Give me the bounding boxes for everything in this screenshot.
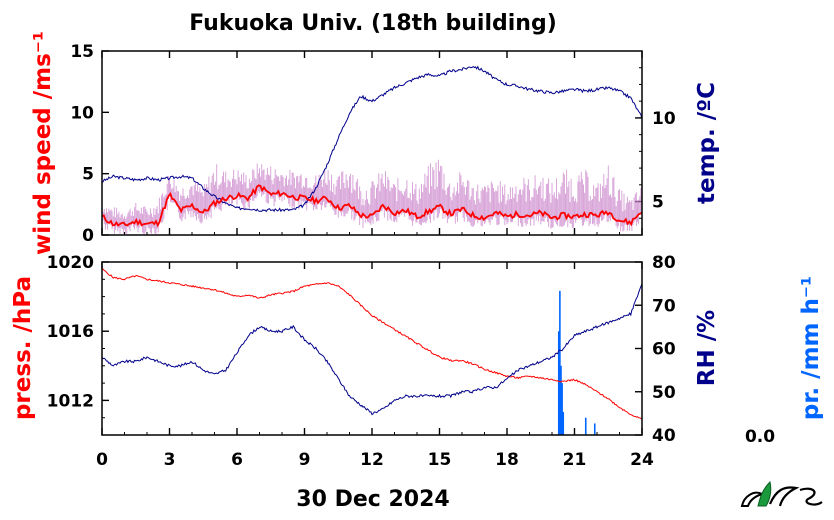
figure-title: Fukuoka Univ. (18th building) [189, 11, 557, 36]
wind-speed-series-line [101, 184, 643, 228]
relative-humidity-axis-label: RH /% [694, 310, 720, 386]
wind-speed-axis-label: wind speed /ms⁻¹ [30, 31, 56, 255]
date-label: 30 Dec 2024 [296, 487, 449, 512]
x-tick-label: 24 [630, 450, 654, 470]
rh-series-line [101, 283, 643, 416]
rh-y-tick-label: 70 [652, 296, 676, 316]
wind-y-tick-label: 5 [82, 165, 94, 185]
rh-y-tick-label: 80 [652, 253, 676, 273]
wind-gust-series [101, 159, 642, 234]
x-tick-label: 12 [360, 450, 384, 470]
x-tick-label: 9 [299, 450, 311, 470]
pressure-axis-label: press. /hPa [10, 276, 36, 420]
wind-temp-plot-frame [101, 50, 643, 236]
pressure-y-tick-label: 1020 [47, 253, 94, 273]
institution-logo [740, 481, 823, 507]
pressure-y-tick-label: 1012 [47, 391, 94, 411]
x-tick-label: 15 [428, 450, 452, 470]
x-tick-label: 21 [563, 450, 587, 470]
pressure-rh-plot-frame [101, 261, 643, 436]
rh-y-tick-label: 60 [652, 340, 676, 360]
x-tick-label: 18 [495, 450, 519, 470]
rh-y-tick-label: 50 [652, 383, 676, 403]
wind-y-tick-label: 0 [82, 226, 94, 246]
x-tick-label: 0 [96, 450, 108, 470]
wind-temp-panel: 0 5 10 15 5 10 wind speed /ms⁻¹ temp. /ºC [30, 31, 720, 255]
x-tick-label: 6 [231, 450, 243, 470]
temperature-axis-label: temp. /ºC [694, 82, 720, 204]
pressure-rh-panel: 0 3 6 9 12 15 18 21 24 1012 1016 1020 40 50 60 70 80 pre… [10, 253, 824, 470]
pressure-series-line [102, 268, 643, 420]
precipitation-axis-label: pr. /mm h⁻¹ [798, 276, 824, 420]
temperature-series-line [101, 65, 643, 213]
rh-y-tick-label: 40 [652, 426, 676, 446]
pressure-y-tick-label: 1016 [47, 322, 94, 342]
temp-y-tick-label: 5 [652, 193, 664, 213]
temp-y-tick-label: 10 [652, 109, 676, 129]
precipitation-total-value: 0.0 [745, 427, 775, 447]
wind-y-tick-label: 10 [70, 103, 94, 123]
wind-y-tick-label: 15 [70, 42, 94, 62]
x-tick-label: 3 [164, 450, 176, 470]
